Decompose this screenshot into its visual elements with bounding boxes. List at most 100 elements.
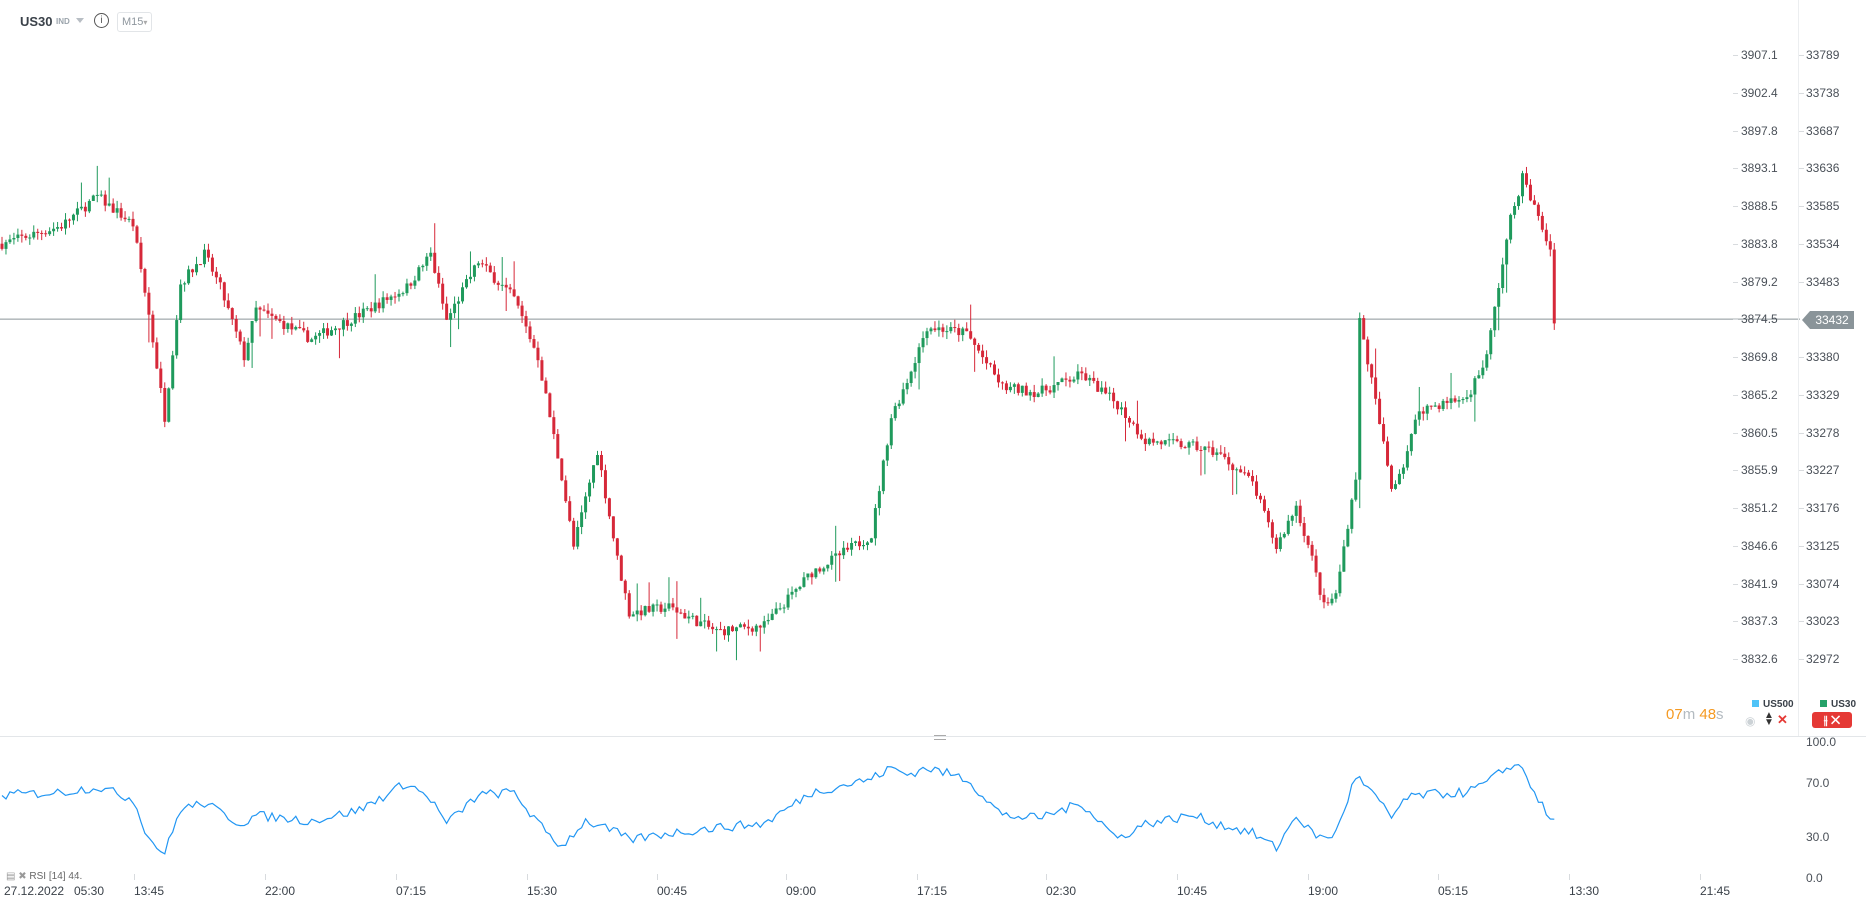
candle-body xyxy=(1056,382,1060,386)
panel-resize-handle[interactable] xyxy=(934,735,946,740)
candle-body xyxy=(1517,196,1521,207)
axis-tick-mark xyxy=(1799,545,1804,547)
remove-us500-icon[interactable]: ✕ xyxy=(1777,712,1788,727)
axis-tick-mark xyxy=(1733,168,1738,170)
candle-body xyxy=(8,239,12,243)
time-tick-mark xyxy=(1177,874,1178,880)
legend-us30-label: US30 xyxy=(1831,699,1857,710)
candle-body xyxy=(24,235,28,238)
candle-body xyxy=(1183,447,1187,449)
candle-body xyxy=(1397,473,1401,485)
remove-us30-icon[interactable]: ✕ xyxy=(1831,713,1841,727)
candle-body xyxy=(1282,533,1286,538)
right-axis-label: 33278 xyxy=(1806,425,1840,440)
symbol-dropdown-icon[interactable] xyxy=(76,18,84,23)
candle-body xyxy=(639,610,643,616)
candle-body xyxy=(1108,392,1112,394)
candle-body xyxy=(1437,405,1441,409)
reorder-icon[interactable]: ▲ ▼ xyxy=(1764,710,1774,728)
candle-body xyxy=(1191,441,1195,443)
candle-body xyxy=(564,480,568,502)
candle-body xyxy=(250,320,254,343)
candle-body xyxy=(270,313,274,316)
candle-body xyxy=(687,616,691,619)
candle-body xyxy=(1167,439,1171,441)
candle-body xyxy=(782,607,786,609)
time-tick-mark xyxy=(1046,874,1047,880)
candle-body xyxy=(1314,555,1318,573)
eye-icon[interactable]: ◉ xyxy=(1745,714,1756,728)
candle-body xyxy=(655,604,659,606)
countdown-seconds: 48 xyxy=(1699,706,1717,723)
us30-series-control[interactable]: ⫲ ✕ xyxy=(1812,712,1852,728)
candle-body xyxy=(893,406,897,419)
candle-body xyxy=(985,357,989,364)
candle-body xyxy=(1409,433,1413,452)
candle-body xyxy=(87,200,91,212)
candle-body xyxy=(1195,441,1199,450)
settings-icon[interactable]: ▤ xyxy=(6,871,16,882)
candle-body xyxy=(1020,385,1024,393)
candle-body xyxy=(28,237,32,239)
axis-tick-mark xyxy=(1799,432,1804,434)
time-label: 15:30 xyxy=(527,884,558,898)
candle-body xyxy=(286,323,290,329)
axis-tick-mark xyxy=(1733,55,1738,56)
candle-body xyxy=(1521,173,1525,197)
right-axis-label: 33534 xyxy=(1806,236,1840,251)
candle-body xyxy=(1084,373,1088,381)
candle-body xyxy=(67,219,71,221)
candle-body xyxy=(330,330,334,336)
left-axis-label: 3841.9 xyxy=(1741,576,1778,591)
candle-body xyxy=(1382,424,1386,442)
candle-body xyxy=(449,313,453,320)
candle-body xyxy=(774,608,778,614)
candle-body xyxy=(484,264,488,266)
candle-body xyxy=(778,608,782,610)
candle-body xyxy=(1080,371,1084,374)
time-tick-mark xyxy=(657,874,658,880)
candle-body xyxy=(115,208,119,213)
close-rsi-icon[interactable]: ✖ xyxy=(18,871,27,882)
candle-body xyxy=(1465,397,1469,400)
info-icon[interactable]: i xyxy=(94,13,109,28)
candle-body xyxy=(584,496,588,513)
axis-tick-mark xyxy=(1799,394,1804,396)
candle-body xyxy=(679,612,683,614)
candle-body xyxy=(603,470,607,499)
candle-body xyxy=(1076,371,1080,380)
candle-body xyxy=(814,568,818,578)
candle-body xyxy=(242,341,246,361)
panel-divider[interactable] xyxy=(0,736,1866,737)
candle-body xyxy=(822,568,826,572)
candle-body xyxy=(1068,379,1072,382)
candle-body xyxy=(1481,367,1485,376)
candle-body xyxy=(1509,214,1513,240)
candle-body xyxy=(488,265,492,273)
candle-body xyxy=(965,328,969,332)
candle-body xyxy=(842,547,846,556)
candle-body xyxy=(1262,499,1266,511)
candle-body xyxy=(425,256,429,266)
candle-body xyxy=(806,573,810,578)
candle-body xyxy=(123,217,127,220)
candle-body xyxy=(659,604,663,612)
symbol-name[interactable]: US30 xyxy=(20,14,53,29)
candle-body xyxy=(44,233,48,235)
candle-body xyxy=(770,613,774,620)
candle-body xyxy=(869,538,873,543)
candle-body xyxy=(171,355,175,389)
candle-body xyxy=(1532,200,1536,205)
candle-body xyxy=(254,307,258,321)
candle-body xyxy=(1052,385,1056,393)
candle-body xyxy=(341,320,345,330)
candle-body xyxy=(75,208,79,215)
timeframe-select[interactable]: M15▾ xyxy=(117,12,153,32)
legend-us500[interactable]: US500 xyxy=(1752,699,1794,710)
candle-body xyxy=(580,512,584,528)
candle-body xyxy=(671,603,675,608)
candle-body xyxy=(1147,438,1151,445)
candle-body xyxy=(147,292,151,315)
legend-us30[interactable]: US30 xyxy=(1820,699,1856,710)
